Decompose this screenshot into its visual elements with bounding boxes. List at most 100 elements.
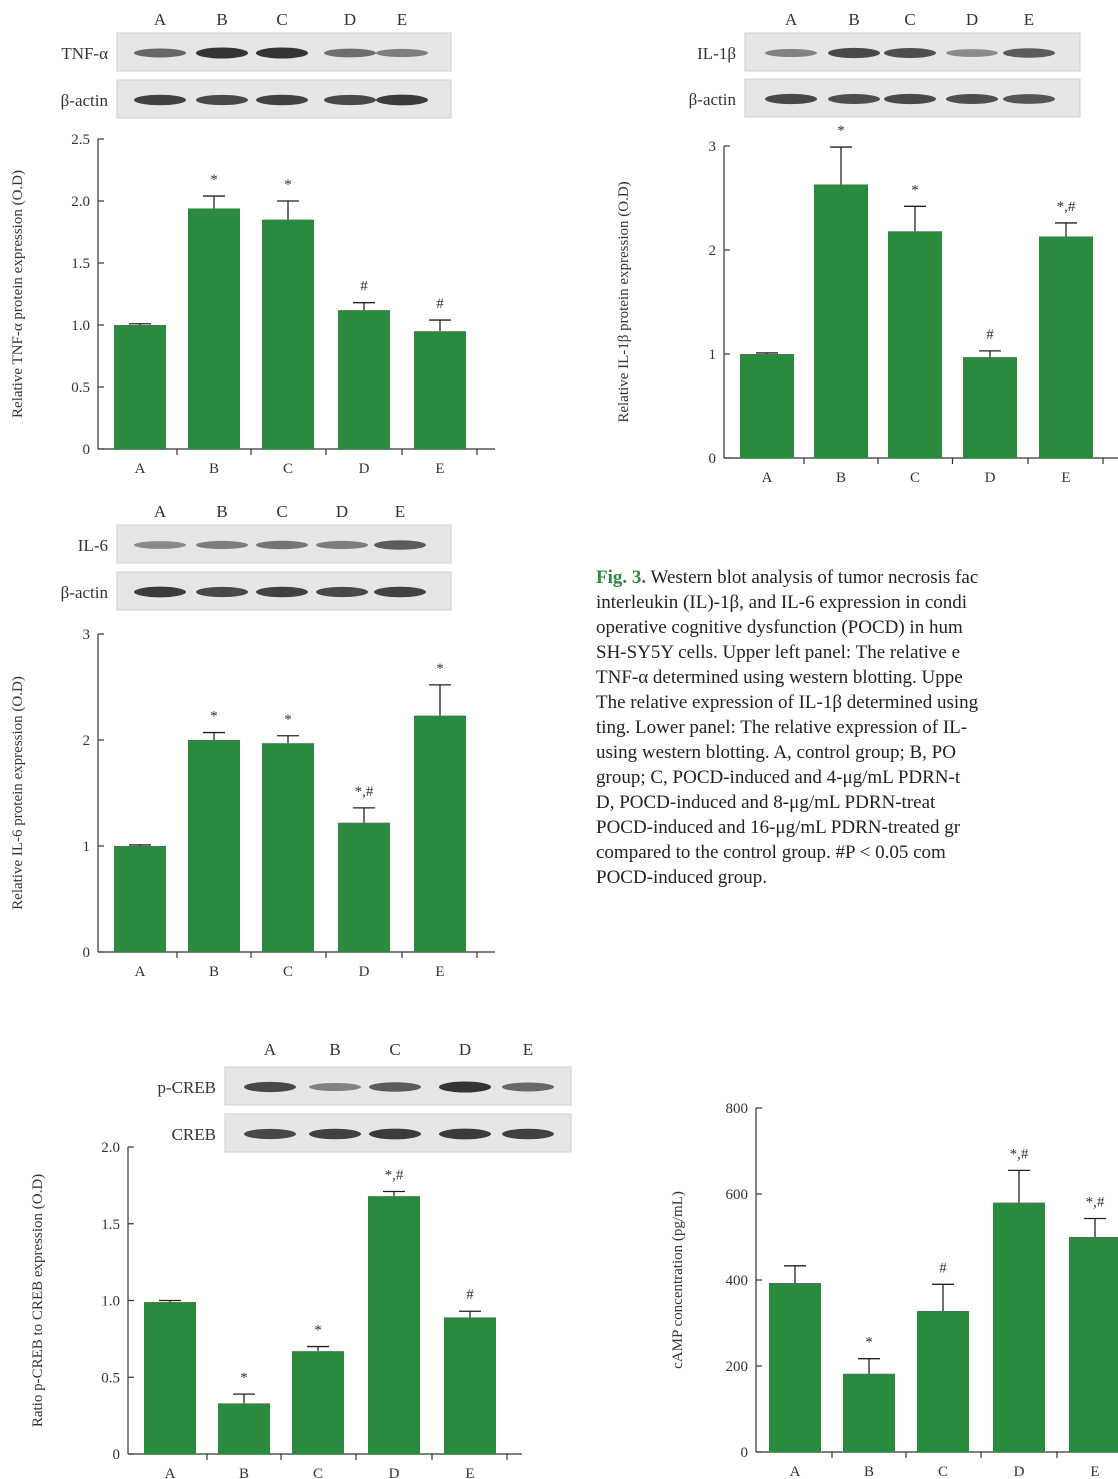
x-tick-label: A	[135, 964, 146, 980]
blot-band	[765, 49, 817, 57]
il-1beta-panel: A B C D E IL-1β β-actin 0 1 2 3 A * B * C # D *,# E Relative…	[600, 0, 1118, 500]
significance-marker: #	[466, 1287, 474, 1303]
blot-band	[134, 94, 186, 106]
significance-marker: #	[939, 1260, 947, 1276]
blot-band	[256, 586, 308, 598]
blot-lane-label: B	[848, 10, 859, 29]
x-tick-label: C	[313, 1466, 323, 1479]
blot-lane-label: E	[1024, 10, 1034, 29]
y-tick-label: 2	[709, 243, 717, 259]
caption-text: Western blot analysis of tumor necrosis …	[596, 567, 979, 888]
bar-e	[414, 715, 466, 952]
blot-band	[196, 94, 248, 106]
bar-d	[963, 357, 1017, 458]
bar-a	[144, 1302, 196, 1454]
blot-band	[884, 93, 936, 105]
y-tick-label: 1.5	[101, 1217, 120, 1233]
il-6-panel: A B C D E IL-6 β-actin 0 1 2 3 A * B * C *,# D * E Relative …	[0, 492, 560, 1002]
y-tick-label: 0	[83, 945, 91, 961]
blot-lane-label: C	[389, 1040, 400, 1059]
y-axis-title: Relative IL-1β protein expression (O.D)	[616, 181, 632, 422]
bar-c	[262, 219, 314, 449]
blot-band	[256, 94, 308, 106]
bar-d	[993, 1202, 1045, 1452]
significance-marker: *,#	[1010, 1146, 1029, 1162]
blot-lane-label: A	[154, 502, 167, 521]
y-tick-label: 200	[726, 1359, 749, 1375]
x-tick-label: D	[389, 1466, 400, 1479]
y-tick-label: 800	[726, 1101, 749, 1117]
blot-band	[946, 49, 998, 57]
blot-control-label: β-actin	[689, 90, 737, 109]
blot-lane-label: A	[785, 10, 798, 29]
blot-lane-label: B	[329, 1040, 340, 1059]
blot-band	[439, 1081, 491, 1093]
x-tick-label: E	[465, 1466, 474, 1479]
x-tick-label: E	[435, 461, 444, 477]
x-tick-label: C	[910, 470, 920, 486]
blot-band	[376, 48, 428, 58]
blot-band	[369, 1082, 421, 1092]
blot-band	[324, 48, 376, 58]
bar-c	[262, 743, 314, 952]
bar-c	[888, 231, 942, 458]
x-tick-label: A	[135, 461, 146, 477]
blot-band	[828, 47, 880, 59]
x-tick-label: D	[359, 964, 370, 980]
significance-marker: *	[284, 177, 292, 193]
x-tick-label: A	[790, 1464, 801, 1479]
blot-band	[324, 94, 376, 106]
bar-a	[769, 1283, 821, 1452]
blot-band	[828, 94, 880, 104]
x-tick-label: B	[864, 1464, 874, 1479]
blot-lane-label: D	[966, 10, 978, 29]
y-tick-label: 1	[709, 347, 717, 363]
y-tick-label: 1.0	[71, 318, 90, 334]
y-tick-label: 0	[741, 1445, 749, 1461]
y-tick-label: 2.0	[101, 1140, 120, 1156]
bar-a	[114, 846, 166, 952]
blot-lane-label: D	[459, 1040, 471, 1059]
x-tick-label: B	[239, 1466, 249, 1479]
y-tick-label: 2.0	[71, 194, 90, 210]
significance-marker: *	[210, 172, 218, 188]
y-axis-title: Relative IL-6 protein expression (O.D)	[10, 676, 26, 910]
significance-marker: *	[837, 123, 845, 139]
x-tick-label: E	[1061, 470, 1070, 486]
blot-lane-label: B	[216, 502, 227, 521]
blot-control-label: β-actin	[61, 583, 109, 602]
blot-band	[196, 586, 248, 598]
tnf-alpha-figure: A B C D E TNF-α β-actin 0 0.5 1.0 1.5 2.0 2.5 A * B * C # D…	[10, 10, 495, 477]
x-tick-label: A	[165, 1466, 176, 1479]
blot-band	[765, 93, 817, 105]
y-tick-label: 1	[83, 839, 91, 855]
significance-marker: *	[240, 1370, 248, 1386]
blot-lane-label: B	[216, 10, 227, 29]
blot-target-label: TNF-α	[61, 44, 108, 63]
bar-b	[814, 184, 868, 459]
blot-band	[502, 1128, 554, 1140]
blot-lane-label: E	[523, 1040, 533, 1059]
blot-band	[134, 586, 186, 598]
x-tick-label: E	[435, 964, 444, 980]
significance-marker: *	[865, 1335, 873, 1351]
x-tick-label: B	[209, 461, 219, 477]
y-tick-label: 0	[113, 1447, 121, 1463]
y-tick-label: 0.5	[71, 380, 90, 396]
bar-a	[114, 325, 166, 449]
bar-b	[843, 1373, 895, 1452]
blot-band	[376, 94, 428, 106]
tnf-alpha-panel: A B C D E TNF-α β-actin 0 0.5 1.0 1.5 2.0 2.5 A * B * C # D…	[0, 0, 560, 490]
bar-e	[414, 331, 466, 449]
significance-marker: *,#	[355, 784, 374, 800]
x-tick-label: C	[283, 964, 293, 980]
y-tick-label: 0	[709, 451, 717, 467]
blot-band	[502, 1082, 554, 1092]
significance-marker: *	[210, 709, 218, 725]
x-tick-label: D	[985, 470, 996, 486]
blot-lane-label: A	[264, 1040, 277, 1059]
bar-b	[218, 1403, 270, 1454]
blot-band	[316, 540, 368, 550]
